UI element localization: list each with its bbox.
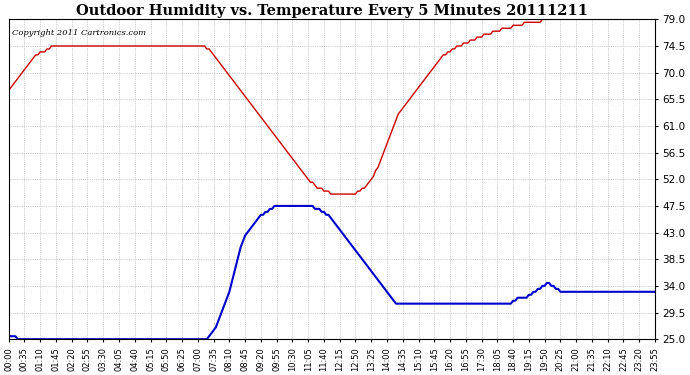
Title: Outdoor Humidity vs. Temperature Every 5 Minutes 20111211: Outdoor Humidity vs. Temperature Every 5… <box>76 4 588 18</box>
Text: Copyright 2011 Cartronics.com: Copyright 2011 Cartronics.com <box>12 29 146 37</box>
